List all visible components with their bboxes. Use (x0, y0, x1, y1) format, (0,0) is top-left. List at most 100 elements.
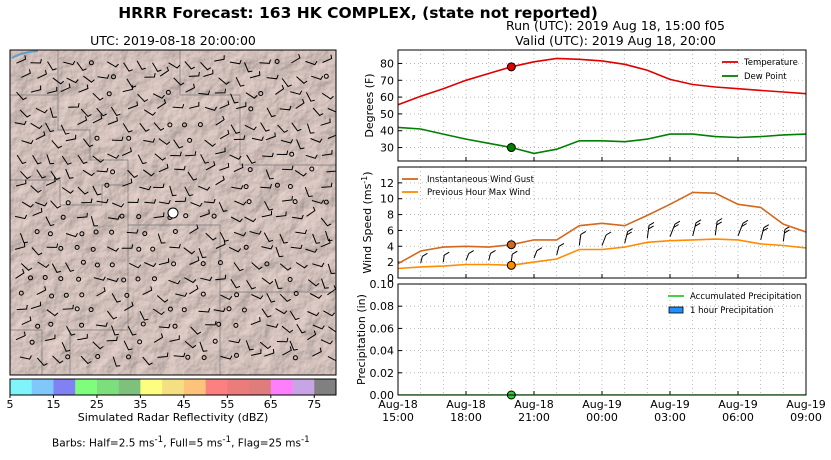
wind-barb (46, 309, 59, 317)
wind-barb (669, 220, 681, 237)
wind-barb (112, 356, 121, 367)
y-tick-label: 0.10 (370, 278, 395, 291)
wind-barb (692, 219, 702, 237)
wind-barb (228, 338, 241, 344)
wind-barb (264, 200, 274, 211)
wind-barb (282, 195, 293, 202)
wind-barb (170, 151, 182, 157)
wind-barb (189, 224, 199, 234)
legend-label: Temperature (743, 58, 798, 68)
wind-barb (107, 116, 118, 125)
wind-barb (244, 216, 257, 223)
wind-barb (45, 216, 55, 227)
wind-barb (290, 244, 303, 250)
colorbar-label: Simulated Radar Reflectivity (dBZ) (77, 411, 269, 424)
calm-wind-circle (197, 122, 203, 128)
wind-barb (213, 307, 226, 313)
wind-barb (32, 207, 43, 217)
wind-barb (204, 106, 218, 111)
wind-barb (203, 198, 216, 204)
wind-barb (61, 341, 71, 352)
wind-barb (122, 85, 133, 93)
colorbar-swatch (292, 379, 315, 395)
calm-wind-circle (289, 151, 295, 157)
wind-barb (143, 169, 155, 177)
wind-barb (95, 322, 108, 327)
wind-barb (230, 216, 243, 223)
wind-barb (50, 200, 62, 209)
calm-wind-circle (201, 355, 207, 361)
wind-barb (174, 165, 186, 171)
wind-barb (21, 201, 34, 208)
wind-barb (205, 161, 216, 171)
calm-wind-circle (29, 339, 35, 345)
series-line (398, 126, 806, 155)
wind-barb (198, 308, 211, 313)
wind-barb (96, 167, 109, 173)
wind-barb (279, 233, 288, 244)
wind-barb (157, 99, 167, 109)
wind-barb (266, 323, 279, 328)
wind-barb (107, 153, 120, 159)
run-title: Run (UTC): 2019 Aug 18, 15:00 f05 (506, 18, 725, 33)
wind-barb (31, 247, 43, 256)
wind-barb (328, 326, 336, 333)
calm-wind-circle (109, 262, 115, 268)
wind-barb (154, 153, 166, 161)
calm-wind-circle (126, 135, 132, 141)
wind-barb (261, 277, 274, 285)
wind-barb (275, 246, 284, 258)
lake-shoreline (11, 50, 39, 59)
wind-barb (327, 355, 336, 362)
colorbar-tick-label: 55 (220, 398, 234, 411)
calm-wind-circle (226, 306, 232, 312)
wind-barb (175, 292, 188, 297)
wind-barb (51, 263, 61, 273)
wind-barb (307, 311, 320, 317)
wind-barb (173, 77, 185, 86)
valid-time-marker (506, 62, 516, 72)
wind-barb (295, 262, 308, 269)
wind-barb (52, 355, 64, 364)
wind-barb (65, 168, 74, 179)
colorbar-swatch (53, 379, 76, 395)
wind-barb (312, 107, 324, 117)
wind-barb-field (14, 53, 336, 367)
calm-wind-circle (136, 246, 142, 252)
colorbar-tick-label: 15 (46, 398, 60, 411)
wind-barb (97, 74, 110, 79)
y-tick-label: 0.08 (370, 300, 395, 313)
wind-barb (321, 149, 333, 156)
wind-barb (144, 199, 157, 204)
series-line (398, 238, 806, 270)
wind-barb (14, 120, 27, 126)
wind-barb (158, 323, 171, 329)
wind-barb (106, 61, 119, 68)
calm-wind-circle (79, 231, 85, 237)
calm-wind-circle (49, 293, 55, 299)
calm-wind-circle (150, 246, 156, 252)
plot-frame (397, 283, 807, 396)
wind-barb (320, 118, 331, 126)
barb-note-unit-exponent: -1 (154, 435, 164, 445)
wind-barb (80, 355, 92, 365)
calm-wind-circle (34, 229, 40, 235)
wind-barb (19, 233, 28, 244)
wind-barb (320, 238, 331, 248)
wind-barb (20, 170, 31, 180)
wind-barb (129, 262, 142, 269)
wind-barb (322, 92, 334, 100)
wind-barb (35, 107, 48, 114)
wind-barb (184, 340, 197, 349)
wind-barb (158, 163, 169, 173)
wind-barb (185, 151, 197, 157)
wind-barb (36, 169, 46, 179)
barb-note-part: Barbs: Half=2.5 ms (52, 437, 155, 450)
wind-barb (15, 269, 25, 279)
wind-barb (51, 140, 63, 149)
x-tick-label-date: Aug-18 (378, 398, 417, 411)
wind-barb (188, 102, 200, 109)
wind-barb (305, 60, 318, 66)
wind-barb (159, 66, 170, 77)
